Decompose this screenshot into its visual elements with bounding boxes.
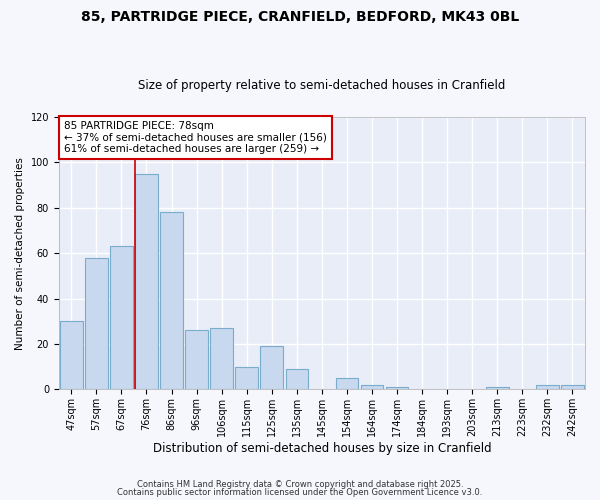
- Bar: [335, 378, 358, 390]
- Bar: [286, 369, 308, 390]
- Text: Contains HM Land Registry data © Crown copyright and database right 2025.: Contains HM Land Registry data © Crown c…: [137, 480, 463, 489]
- Bar: [211, 328, 233, 390]
- Bar: [60, 322, 83, 390]
- Title: Size of property relative to semi-detached houses in Cranfield: Size of property relative to semi-detach…: [138, 79, 506, 92]
- Bar: [85, 258, 107, 390]
- Bar: [561, 385, 584, 390]
- Bar: [486, 387, 509, 390]
- Bar: [235, 366, 258, 390]
- Bar: [135, 174, 158, 390]
- Bar: [386, 387, 409, 390]
- Text: 85 PARTRIDGE PIECE: 78sqm
← 37% of semi-detached houses are smaller (156)
61% of: 85 PARTRIDGE PIECE: 78sqm ← 37% of semi-…: [64, 121, 327, 154]
- Bar: [185, 330, 208, 390]
- Text: 85, PARTRIDGE PIECE, CRANFIELD, BEDFORD, MK43 0BL: 85, PARTRIDGE PIECE, CRANFIELD, BEDFORD,…: [81, 10, 519, 24]
- Bar: [536, 385, 559, 390]
- Bar: [361, 385, 383, 390]
- Y-axis label: Number of semi-detached properties: Number of semi-detached properties: [15, 156, 25, 350]
- Bar: [160, 212, 183, 390]
- X-axis label: Distribution of semi-detached houses by size in Cranfield: Distribution of semi-detached houses by …: [152, 442, 491, 455]
- Bar: [260, 346, 283, 390]
- Bar: [110, 246, 133, 390]
- Text: Contains public sector information licensed under the Open Government Licence v3: Contains public sector information licen…: [118, 488, 482, 497]
